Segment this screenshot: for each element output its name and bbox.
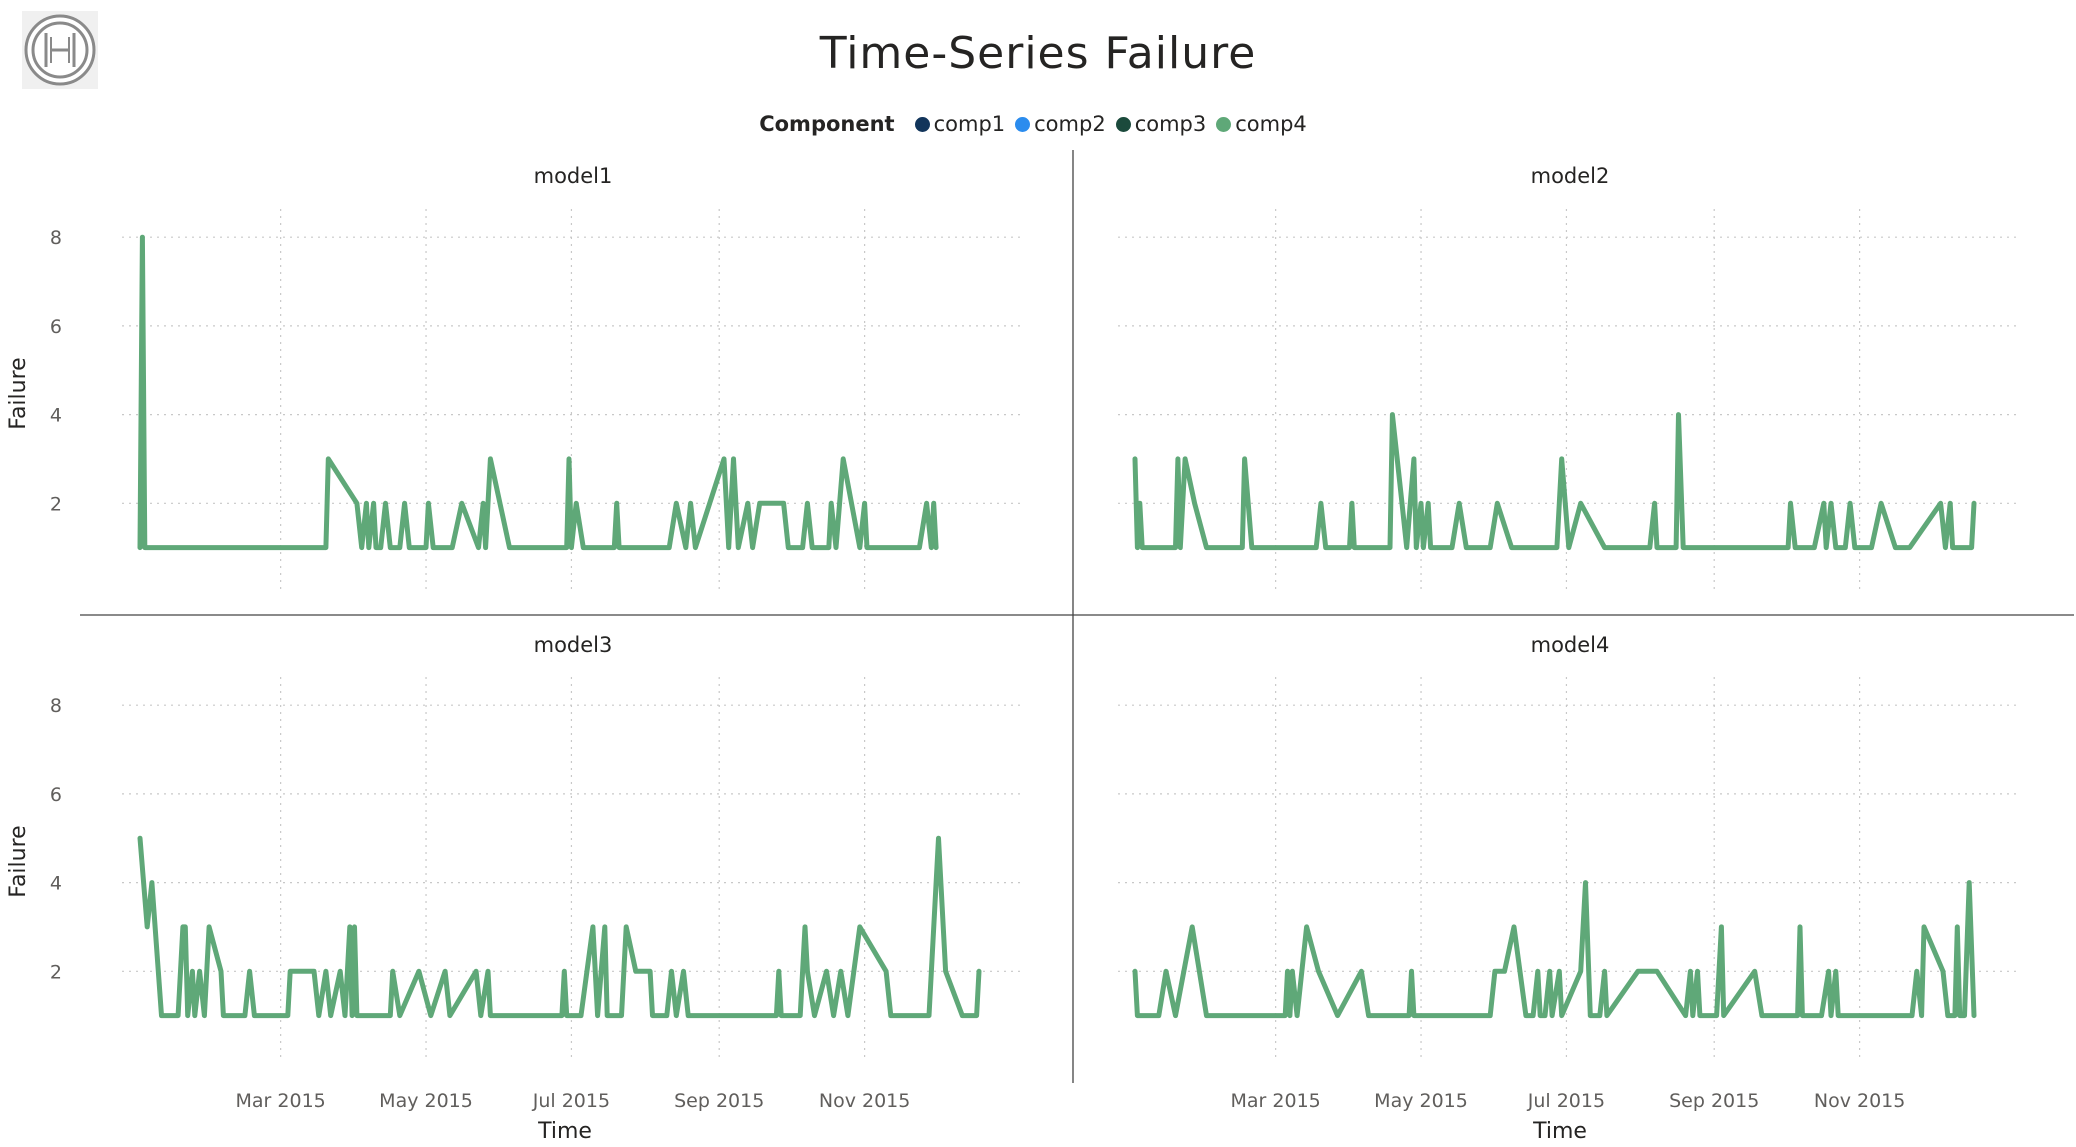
x-tick-label: Nov 2015 bbox=[1814, 1090, 1905, 1112]
legend-dot-icon bbox=[914, 116, 930, 132]
x-tick-label: Nov 2015 bbox=[819, 1090, 910, 1112]
y-tick-label: 6 bbox=[50, 784, 62, 806]
brand-logo bbox=[22, 11, 98, 89]
series-line-model1 bbox=[137, 234, 939, 551]
y-axis-title: Failure bbox=[6, 357, 31, 429]
legend-dot-icon bbox=[1115, 116, 1131, 132]
legend-item-comp2[interactable]: comp2 bbox=[1015, 112, 1106, 136]
legend-label: comp1 bbox=[933, 112, 1006, 136]
legend-dot-icon bbox=[1216, 116, 1232, 132]
y-tick-label: 6 bbox=[50, 316, 62, 338]
legend-item-comp4[interactable]: comp4 bbox=[1216, 112, 1307, 136]
x-tick-label: Mar 2015 bbox=[236, 1090, 326, 1112]
panel-title: model1 bbox=[534, 164, 613, 188]
legend-item-comp1[interactable]: comp1 bbox=[914, 112, 1006, 136]
legend-dot-icon bbox=[1015, 116, 1031, 132]
y-tick-label: 8 bbox=[50, 227, 62, 249]
legend-label: comp2 bbox=[1034, 112, 1106, 136]
x-tick-label: May 2015 bbox=[1374, 1090, 1468, 1112]
y-tick-label: 2 bbox=[50, 493, 62, 515]
panel-title: model3 bbox=[534, 633, 613, 657]
legend-label: comp4 bbox=[1235, 112, 1307, 136]
legend-label: comp3 bbox=[1134, 112, 1207, 136]
series-line-model2 bbox=[1132, 412, 1977, 551]
x-tick-label: Sep 2015 bbox=[1669, 1090, 1759, 1112]
x-tick-label: Jul 2015 bbox=[1527, 1090, 1605, 1112]
series-line-model4 bbox=[1132, 880, 1977, 1019]
x-tick-label: Mar 2015 bbox=[1231, 1090, 1321, 1112]
panel-title: model2 bbox=[1531, 164, 1610, 188]
logo-emblem-icon bbox=[24, 14, 96, 86]
series-line-model3 bbox=[137, 835, 982, 1019]
y-axis-title: Failure bbox=[6, 825, 31, 897]
panel-title: model4 bbox=[1531, 633, 1610, 657]
x-axis-title: Time bbox=[1532, 1119, 1587, 1144]
legend-title: Component bbox=[759, 112, 895, 136]
y-tick-label: 2 bbox=[50, 961, 62, 983]
page-title: Time-Series Failure bbox=[819, 28, 1257, 79]
y-tick-label: 4 bbox=[50, 873, 62, 895]
x-axis-title: Time bbox=[537, 1119, 592, 1144]
x-tick-label: May 2015 bbox=[379, 1090, 473, 1112]
x-tick-label: Sep 2015 bbox=[674, 1090, 764, 1112]
legend-item-comp3[interactable]: comp3 bbox=[1115, 112, 1207, 136]
x-tick-label: Jul 2015 bbox=[532, 1090, 610, 1112]
legend: Component comp1 comp2 comp3 comp4 bbox=[0, 112, 2076, 136]
y-tick-label: 8 bbox=[50, 695, 62, 717]
y-tick-label: 4 bbox=[50, 405, 62, 427]
